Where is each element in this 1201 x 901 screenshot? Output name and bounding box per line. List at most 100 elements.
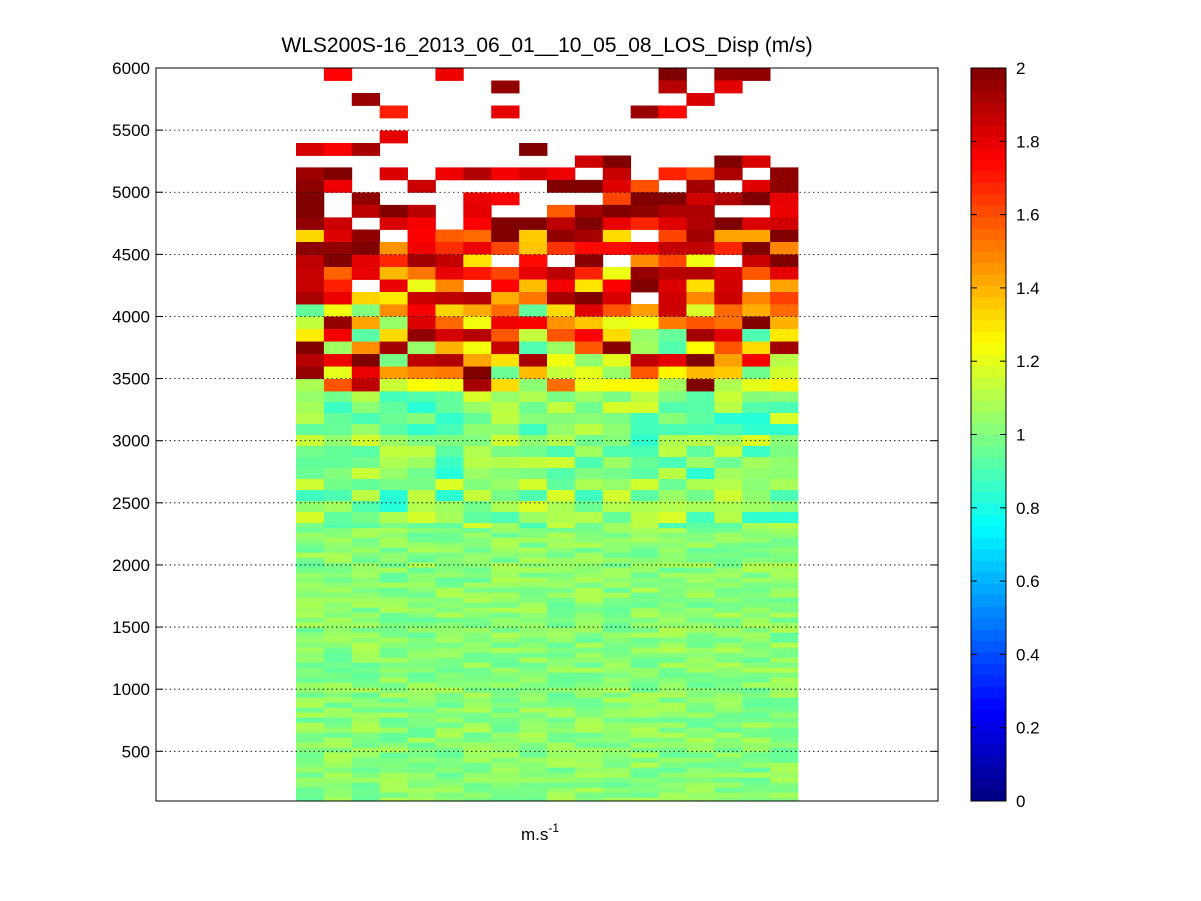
heatmap-cell (463, 527, 492, 534)
heatmap-cell (519, 652, 548, 659)
heatmap-cell (351, 557, 381, 564)
heatmap-cell (296, 647, 325, 654)
heatmap-cell (714, 617, 743, 624)
heatmap-cell (574, 602, 604, 609)
heatmap-cell (519, 512, 548, 524)
heatmap-cell (686, 797, 715, 802)
heatmap-cell (519, 435, 548, 447)
heatmap-cell (323, 254, 353, 268)
heatmap-cell (770, 217, 799, 230)
heatmap-cell (519, 552, 548, 559)
heatmap-cell (463, 642, 492, 649)
y-tick-label: 4000 (112, 307, 150, 326)
heatmap-cell (435, 752, 464, 759)
heatmap-cell (491, 557, 520, 564)
heatmap-cell (296, 527, 325, 534)
heatmap-cell (379, 354, 408, 367)
heatmap-cell (658, 479, 687, 491)
heatmap-cells (296, 68, 799, 802)
heatmap-cell (351, 424, 381, 436)
heatmap-cell (630, 501, 659, 513)
colorbar-stripe (971, 526, 1006, 538)
heatmap-cell (519, 413, 548, 425)
heatmap-cell (435, 542, 464, 549)
heatmap-cell (407, 572, 436, 579)
colorbar-stripe (971, 113, 1006, 126)
heatmap-cell (742, 657, 771, 664)
heatmap-cell (547, 542, 576, 549)
heatmap-cell (379, 329, 408, 342)
heatmap-cell (379, 727, 408, 734)
heatmap-cell (296, 547, 325, 554)
heatmap-cell (463, 647, 492, 654)
heatmap-cell (351, 587, 381, 594)
heatmap-cell (379, 316, 408, 330)
heatmap-cell (630, 192, 659, 206)
heatmap-cell (658, 292, 687, 305)
heatmap-cell (491, 602, 520, 609)
heatmap-cell (602, 217, 632, 230)
colorbar-stripe (971, 480, 1006, 493)
heatmap-cell (407, 787, 436, 794)
heatmap-cell (574, 304, 604, 317)
colorbar-stripe (971, 629, 1006, 642)
heatmap-cell (296, 562, 325, 569)
heatmap-cell (379, 413, 408, 425)
heatmap-cell (630, 617, 659, 624)
heatmap-cell (742, 722, 771, 729)
heatmap-cell (296, 632, 325, 639)
heatmap-cell (519, 366, 548, 380)
heatmap-cell (686, 757, 715, 764)
heatmap-cell (686, 632, 715, 639)
heatmap-cell (686, 607, 715, 614)
heatmap-cell (379, 292, 408, 305)
heatmap-cell (547, 702, 576, 709)
heatmap-cell (630, 792, 659, 799)
heatmap-cell (630, 379, 659, 392)
heatmap-cell (714, 402, 743, 414)
heatmap-cell (351, 572, 381, 579)
heatmap-cell (435, 677, 464, 684)
heatmap-cell (714, 767, 743, 774)
heatmap-cell (379, 707, 408, 714)
heatmap-cell (742, 727, 771, 734)
heatmap-cell (658, 747, 687, 754)
heatmap-cell (742, 391, 771, 403)
heatmap-cell (714, 787, 743, 794)
heatmap-cell (379, 468, 408, 480)
heatmap-cell (574, 712, 604, 719)
heatmap-cell (602, 662, 632, 669)
heatmap-cell (574, 537, 604, 544)
heatmap-cell (296, 617, 325, 624)
heatmap-cell (602, 547, 632, 554)
heatmap-cell (491, 192, 520, 206)
heatmap-cell (407, 229, 436, 243)
heatmap-cell (351, 762, 381, 769)
heatmap-cell (519, 532, 548, 539)
heatmap-cell (602, 652, 632, 659)
heatmap-cell (602, 627, 632, 634)
heatmap-cell (658, 402, 687, 414)
heatmap-cell (463, 797, 492, 802)
heatmap-cell (323, 612, 353, 619)
heatmap-cell (770, 552, 799, 559)
heatmap-cell (323, 687, 353, 694)
heatmap-cell (770, 402, 799, 414)
heatmap-cell (547, 792, 576, 799)
heatmap-cell (602, 577, 632, 584)
heatmap-cell (435, 557, 464, 564)
heatmap-cell (463, 267, 492, 280)
heatmap-cell (686, 672, 715, 679)
heatmap-cell (770, 479, 799, 491)
heatmap-cell (574, 391, 604, 403)
heatmap-cell (351, 537, 381, 544)
heatmap-cell (547, 632, 576, 639)
heatmap-cell (351, 747, 381, 754)
heatmap-cell (323, 647, 353, 654)
heatmap-cell (658, 632, 687, 639)
heatmap-cell (379, 254, 408, 268)
heatmap-cell (435, 742, 464, 749)
heatmap-cell (463, 402, 492, 414)
heatmap-cell (519, 687, 548, 694)
heatmap-cell (519, 702, 548, 709)
